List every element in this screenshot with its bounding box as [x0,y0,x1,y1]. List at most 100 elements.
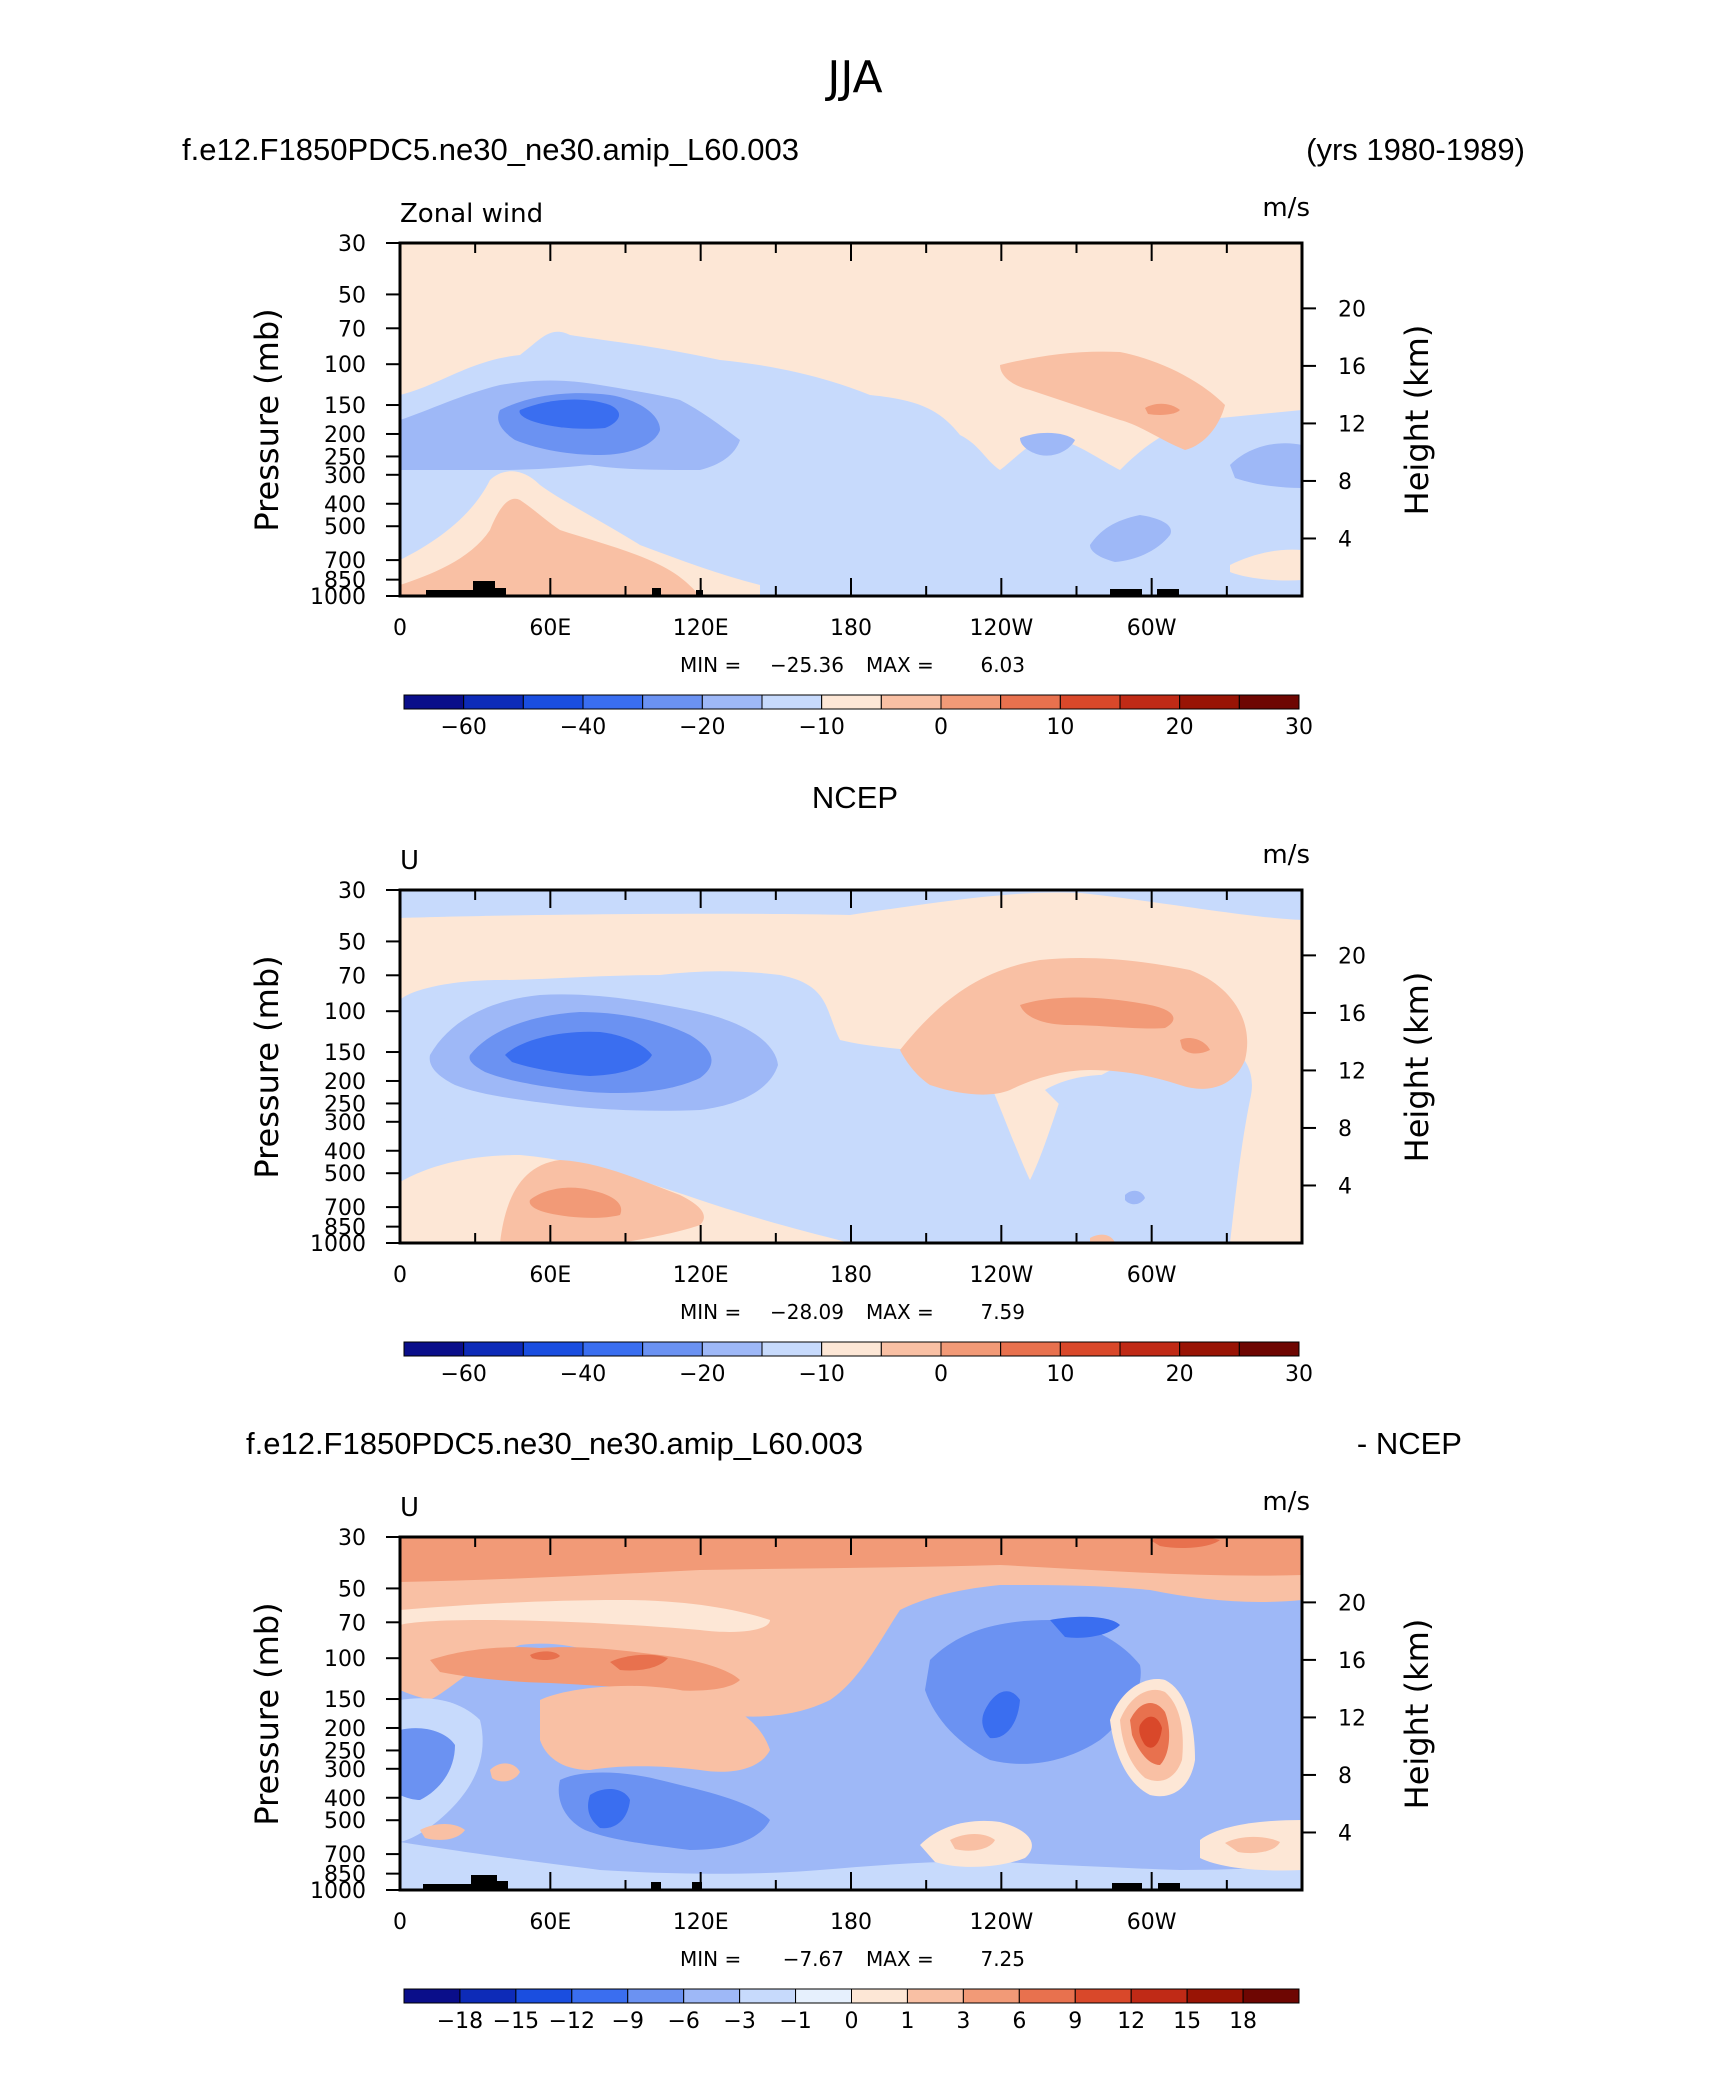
x-tick-label: 120E [673,616,729,641]
colorbar-swatch [403,1341,465,1357]
colorbar-swatch [1130,1988,1188,2004]
x-tick-label: 60E [529,616,571,641]
panel2-max-value: 7.59 [980,1300,1025,1324]
x-tick-label: 180 [830,616,872,641]
panel1-title-left: f.e12.F1850PDC5.ne30_ne30.amip_L60.003 [182,132,799,167]
colorbar-swatch [739,1988,797,2004]
y-tick-label: 250 [324,445,366,470]
height-tick-label: 12 [1338,1059,1366,1084]
p2-neg40 [505,1031,652,1076]
y-tick-label: 1000 [310,585,366,610]
panel3-colorbar: −18 −15 −12 −9 −6 −3 −1 0 1 3 6 9 12 15 18 [403,1988,1300,2034]
colorbar-label: 10 [1046,715,1074,740]
p1-neg40 [519,399,620,429]
y-tick-label: 250 [324,1092,366,1117]
p1-pos-low2 [400,498,700,596]
colorbar-label: 0 [934,1362,948,1387]
p3-neg-low2 [588,1788,630,1829]
panel1-ylabel: Pressure (mb) [248,308,286,531]
x-tick-label: 0 [393,1263,407,1288]
x-tick-label: 60W [1127,1263,1177,1288]
colorbar-swatch [880,694,942,710]
panel2-min-value: −28.09 [770,1300,844,1324]
height-tick-label: 4 [1338,1821,1352,1846]
colorbar-swatch [459,1988,517,2004]
colorbar-swatch [1000,694,1061,710]
height-tick-label: 8 [1338,1764,1352,1789]
y-tick-label: 700 [324,1196,366,1221]
height-tick-label: 12 [1338,1706,1366,1731]
colorbar-label: 20 [1166,1362,1194,1387]
colorbar-swatch [522,1341,584,1357]
panel3-min-value: −7.67 [783,1947,844,1971]
p3-pos-low-c [420,1824,465,1840]
y-tick-label: 250 [324,1739,366,1764]
p1-pos-small [1230,549,1302,581]
colorbar-swatch [683,1988,741,2004]
panel1-min-label: MIN = [680,653,741,677]
colorbar-swatch [701,694,763,710]
colorbar-swatch [403,694,465,710]
p3-topography [423,1875,1180,1890]
x-tick-label: 60E [529,1910,571,1935]
colorbar-label: 20 [1166,715,1194,740]
panel2-title: NCEP [812,780,898,815]
p3-neg-mid [925,1620,1141,1764]
colorbar-label: −18 [437,2009,483,2034]
colorbar-label: 10 [1046,1362,1074,1387]
y-tick-label: 30 [338,1526,366,1551]
p3-pos-low-a2 [950,1834,995,1851]
y-tick-label: 30 [338,232,366,257]
y-tick-label: 150 [324,1041,366,1066]
colorbar-label: 12 [1117,2009,1145,2034]
x-tick-label: 180 [830,1910,872,1935]
y-tick-label: 500 [324,515,366,540]
height-tick-label: 4 [1338,527,1352,552]
colorbar-label: −15 [493,2009,539,2034]
panel2-variable: U [400,846,419,876]
y-tick-label: 850 [324,1863,366,1888]
panel2-colorbar: −60 −40 −20 −10 0 10 20 30 [403,1341,1313,1387]
colorbar-swatch [761,694,823,710]
panel1-units: m/s [1262,193,1310,223]
panel3-contours [400,1537,1302,1890]
colorbar-label: −6 [667,2009,699,2034]
colorbar-swatch [463,694,524,710]
colorbar-label: 30 [1285,1362,1313,1387]
p2-pos-right3 [1180,1038,1210,1054]
panel3-minmax: MIN = −7.67 MAX = 7.25 [680,1947,1025,1971]
y-tick-label: 300 [324,1758,366,1783]
panel1-colorbar: −60 −40 −20 −10 0 10 20 30 [403,694,1313,740]
p3-pos-top2 [400,1537,1302,1582]
p3-pos-mid2 [530,1651,560,1661]
colorbar-swatch [522,694,584,710]
colorbar-swatch [1238,1341,1300,1357]
x-tick-label: 0 [393,616,407,641]
panel2-minmax: MIN = −28.09 MAX = 7.59 [680,1300,1025,1324]
colorbar-label: −10 [798,1362,844,1387]
panel2-ylabel: Pressure (mb) [248,955,286,1178]
y-tick-label: 400 [324,1787,366,1812]
figure-title: JJA [824,52,882,103]
colorbar-swatch [795,1988,852,2004]
colorbar-swatch [940,1341,1002,1357]
p1-pos-right [1000,351,1225,450]
colorbar-label: 30 [1285,715,1313,740]
y-tick-label: 1000 [310,1879,366,1904]
panel3-title-left: f.e12.F1850PDC5.ne30_ne30.amip_L60.003 [246,1426,863,1461]
colorbar-swatch [821,694,882,710]
colorbar-swatch [1242,1988,1300,2004]
colorbar-label: −20 [679,1362,725,1387]
y-tick-label: 500 [324,1809,366,1834]
y-tick-label: 150 [324,394,366,419]
colorbar-label: −40 [560,715,606,740]
y-tick-label: 150 [324,1688,366,1713]
y-tick-label: 50 [338,1577,366,1602]
y-tick-label: 100 [324,1000,366,1025]
y-tick-label: 400 [324,1140,366,1165]
p3-pos-low-d [490,1763,520,1782]
x-tick-label: 120W [969,616,1033,641]
colorbar-swatch [761,1341,823,1357]
y-tick-label: 70 [338,1611,366,1636]
y-tick-label: 850 [324,1216,366,1241]
